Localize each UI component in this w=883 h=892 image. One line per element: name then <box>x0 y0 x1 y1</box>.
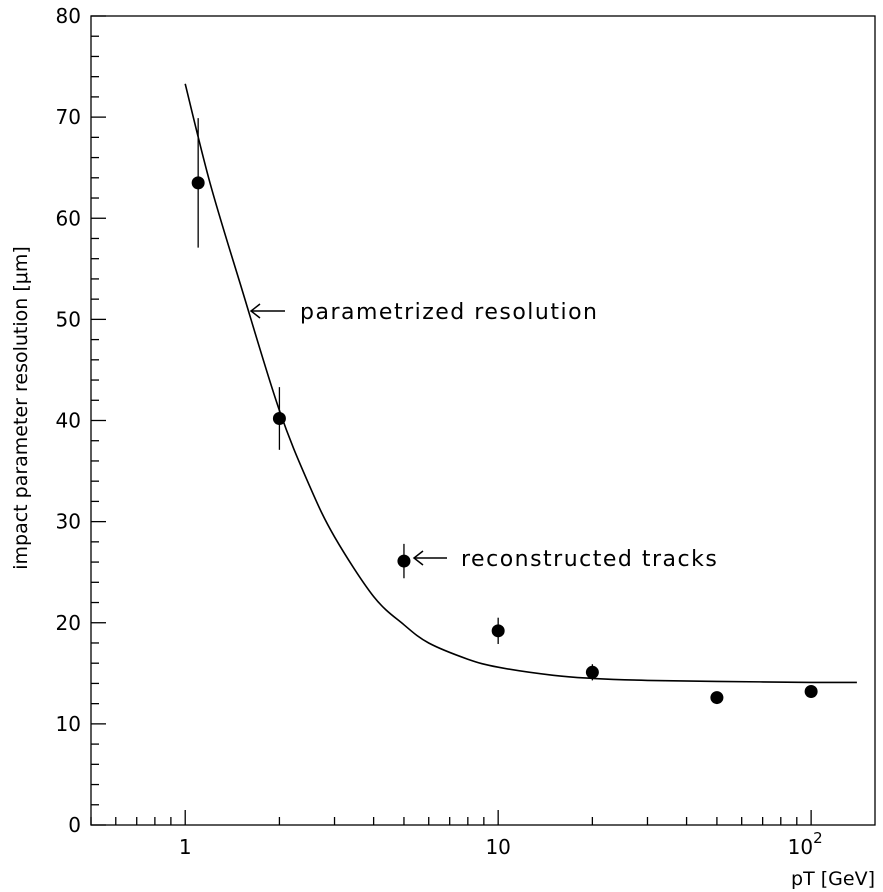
x-tick-label: 1 <box>179 835 192 859</box>
reconstructed-tracks-arrow-head <box>412 550 424 566</box>
plot-frame <box>90 15 876 826</box>
y-tick-label: 10 <box>56 712 81 736</box>
axes: 0 10 20 30 40 50 60 70 80 1 10 102 <box>56 4 876 859</box>
x-tick-label: 102 <box>788 829 823 859</box>
data-point <box>710 691 724 705</box>
x-tick-label-exponent: 2 <box>813 829 823 847</box>
y-axis-label: impact parameter resolution [μm] <box>10 246 32 570</box>
data-point <box>191 176 205 190</box>
y-tick-label: 60 <box>56 206 81 230</box>
y-tick-label: 40 <box>56 409 81 433</box>
y-tick-label: 30 <box>56 510 81 534</box>
x-axis-label: pT [GeV] <box>791 868 875 890</box>
data-point <box>491 624 505 638</box>
parametrized-resolution-annotation: parametrized resolution <box>300 300 598 325</box>
reconstructed-tracks-annotation: reconstructed tracks <box>461 547 718 572</box>
y-tick-label: 70 <box>56 105 81 129</box>
parametrized-resolution-arrow-head <box>249 303 261 319</box>
data-point <box>585 665 599 679</box>
x-tick-label: 10 <box>485 835 510 859</box>
parametrized-resolution-curve <box>184 83 857 684</box>
data-point <box>272 411 286 425</box>
y-tick-label: 50 <box>56 307 81 331</box>
data-points-layer <box>191 118 818 705</box>
data-point <box>397 554 411 568</box>
y-tick-label: 20 <box>56 611 81 635</box>
y-tick-label: 0 <box>68 813 81 837</box>
parametrized-resolution-curve-layer <box>184 83 857 684</box>
y-tick-label: 80 <box>56 4 81 28</box>
data-point <box>804 685 818 699</box>
annotations-layer: parametrized resolution reconstructed tra… <box>249 300 718 572</box>
